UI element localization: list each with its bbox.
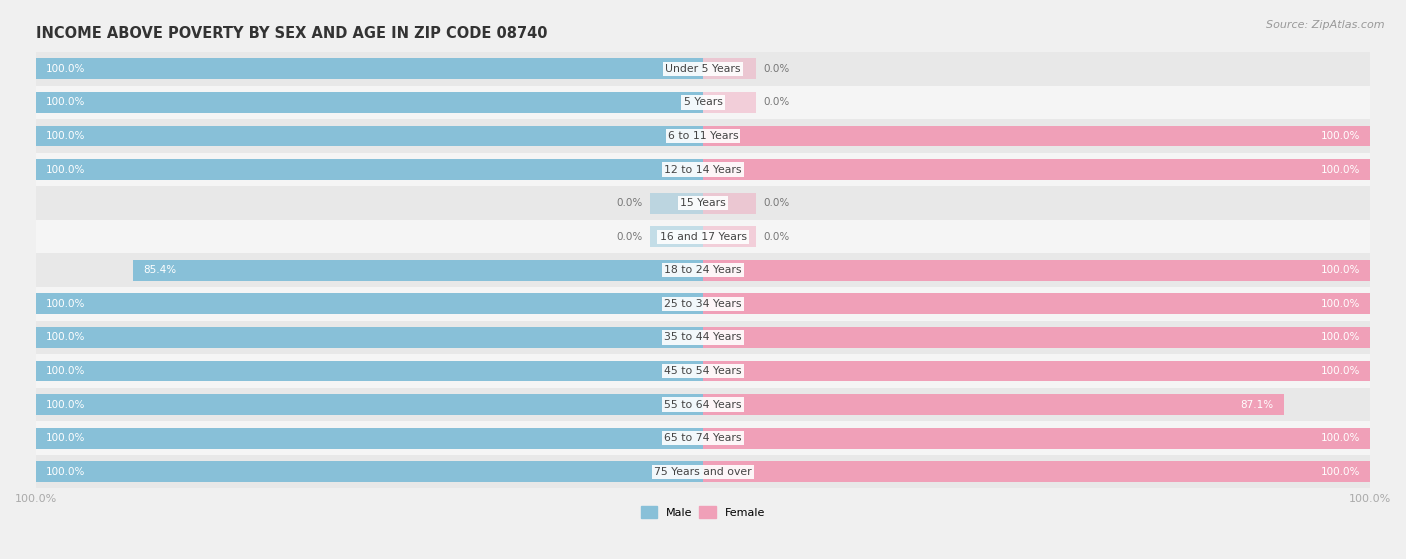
Bar [37,220,1369,253]
Bar [37,59,703,79]
Bar [37,186,1369,220]
Text: 12 to 14 Years: 12 to 14 Years [664,164,742,174]
Bar [37,421,1369,455]
Bar [703,92,756,113]
Bar [703,260,1369,281]
Text: 100.0%: 100.0% [46,333,86,343]
Text: 15 Years: 15 Years [681,198,725,208]
Text: 100.0%: 100.0% [46,467,86,477]
Bar [650,193,703,214]
Text: 0.0%: 0.0% [617,231,643,241]
Bar [37,354,1369,388]
Text: 87.1%: 87.1% [1240,400,1274,410]
Text: 55 to 64 Years: 55 to 64 Years [664,400,742,410]
Bar [703,159,1369,180]
Bar [37,126,703,146]
Text: 0.0%: 0.0% [763,198,789,208]
Text: 0.0%: 0.0% [763,231,789,241]
Text: 0.0%: 0.0% [763,64,789,74]
Bar [37,461,703,482]
Bar [37,293,703,314]
Bar [703,428,1369,448]
Text: 0.0%: 0.0% [763,97,789,107]
Text: 100.0%: 100.0% [1320,433,1360,443]
Bar [703,193,756,214]
Text: 100.0%: 100.0% [46,131,86,141]
Text: 100.0%: 100.0% [1320,299,1360,309]
Text: 100.0%: 100.0% [46,64,86,74]
Bar [703,293,1369,314]
Text: 100.0%: 100.0% [1320,131,1360,141]
Text: 85.4%: 85.4% [143,266,177,275]
Bar [703,394,1284,415]
Bar [703,126,1369,146]
Text: 100.0%: 100.0% [1320,467,1360,477]
Bar [37,159,703,180]
Text: 100.0%: 100.0% [46,433,86,443]
Bar [37,327,703,348]
Legend: Male, Female: Male, Female [637,502,769,522]
Bar [703,461,1369,482]
Text: Under 5 Years: Under 5 Years [665,64,741,74]
Text: 65 to 74 Years: 65 to 74 Years [664,433,742,443]
Text: 35 to 44 Years: 35 to 44 Years [664,333,742,343]
Text: Source: ZipAtlas.com: Source: ZipAtlas.com [1267,20,1385,30]
Bar [703,361,1369,381]
Text: 0.0%: 0.0% [617,198,643,208]
Text: 100.0%: 100.0% [1320,266,1360,275]
Bar [37,287,1369,321]
Bar [37,394,703,415]
Bar [37,361,703,381]
Text: 100.0%: 100.0% [46,97,86,107]
Text: 25 to 34 Years: 25 to 34 Years [664,299,742,309]
Text: 16 and 17 Years: 16 and 17 Years [659,231,747,241]
Text: 45 to 54 Years: 45 to 54 Years [664,366,742,376]
Bar [37,388,1369,421]
Bar [37,428,703,448]
Text: INCOME ABOVE POVERTY BY SEX AND AGE IN ZIP CODE 08740: INCOME ABOVE POVERTY BY SEX AND AGE IN Z… [37,26,547,41]
Text: 100.0%: 100.0% [46,164,86,174]
Text: 75 Years and over: 75 Years and over [654,467,752,477]
Text: 100.0%: 100.0% [46,366,86,376]
Bar [37,253,1369,287]
Bar [37,321,1369,354]
Bar [37,153,1369,186]
Bar [703,226,756,247]
Bar [703,327,1369,348]
Text: 5 Years: 5 Years [683,97,723,107]
Text: 100.0%: 100.0% [1320,164,1360,174]
Bar [650,226,703,247]
Text: 100.0%: 100.0% [46,299,86,309]
Bar [37,92,703,113]
Bar [37,86,1369,119]
Bar [37,52,1369,86]
Text: 100.0%: 100.0% [1320,366,1360,376]
Text: 6 to 11 Years: 6 to 11 Years [668,131,738,141]
Bar [134,260,703,281]
Text: 18 to 24 Years: 18 to 24 Years [664,266,742,275]
Bar [703,59,756,79]
Bar [37,119,1369,153]
Text: 100.0%: 100.0% [46,400,86,410]
Bar [37,455,1369,489]
Text: 100.0%: 100.0% [1320,333,1360,343]
